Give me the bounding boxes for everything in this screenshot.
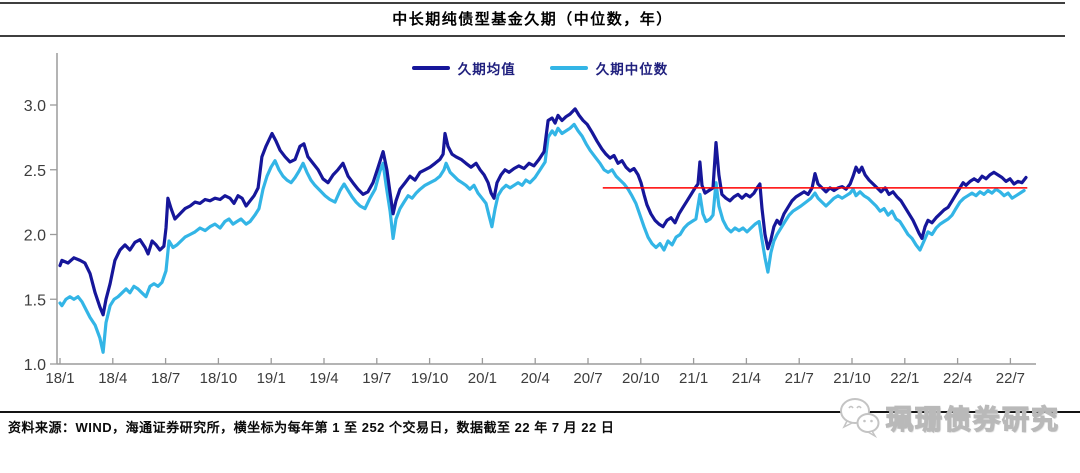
wechat-icon [840, 398, 880, 438]
x-tick-label: 21/4 [732, 370, 761, 387]
y-tick-label: 2.5 [24, 163, 46, 180]
top-rule [0, 2, 1065, 4]
x-tick-label: 19/10 [411, 370, 449, 387]
chart-legend: 久期均值 久期中位数 [0, 58, 1080, 78]
footer-rule [0, 411, 1080, 413]
series-line [58, 107, 1028, 317]
x-tick-label: 18/10 [200, 370, 238, 387]
y-tick-label: 3.0 [24, 98, 46, 115]
series-line [58, 122, 1026, 354]
x-tick-label: 21/7 [785, 370, 814, 387]
x-tick-label: 20/4 [521, 370, 550, 387]
legend-swatch-median-line [549, 66, 588, 70]
y-tick-label: 2.0 [24, 228, 46, 245]
y-tick-label: 1.5 [24, 292, 46, 309]
legend-swatch-mean-line [411, 66, 450, 70]
x-tick-label: 19/1 [257, 370, 286, 387]
watermark-text: 珮珊债券研究 [885, 404, 1060, 435]
watermark: 珮珊债券研究 [838, 396, 1060, 438]
x-tick-label: 21/10 [833, 370, 871, 387]
title-bottom-rule [0, 35, 1065, 37]
x-tick-label: 20/10 [622, 370, 660, 387]
x-tick-label: 21/1 [679, 370, 708, 387]
x-tick-label: 19/7 [362, 370, 391, 387]
x-tick-label: 22/4 [943, 370, 972, 387]
x-tick-label: 18/1 [45, 370, 74, 387]
x-tick-label: 20/7 [573, 370, 602, 387]
legend-item-median: 久期中位数 [549, 58, 669, 78]
x-tick-label: 22/7 [996, 370, 1025, 387]
x-tick-label: 18/7 [151, 370, 180, 387]
x-tick-label: 19/4 [309, 370, 338, 387]
legend-item-mean: 久期均值 [411, 58, 516, 78]
page-title: 中长期纯债型基金久期（中位数，年） [392, 11, 673, 28]
legend-label-median: 久期中位数 [595, 62, 669, 77]
source-note: 资料来源：WIND，海通证券研究所，横坐标为每年第 1 至 252 个交易日，数… [8, 420, 615, 435]
x-tick-label: 22/1 [890, 370, 919, 387]
x-tick-label: 20/1 [468, 370, 497, 387]
legend-label-mean: 久期均值 [457, 62, 516, 77]
y-tick-label: 1.0 [24, 357, 46, 374]
x-tick-label: 18/4 [98, 370, 127, 387]
